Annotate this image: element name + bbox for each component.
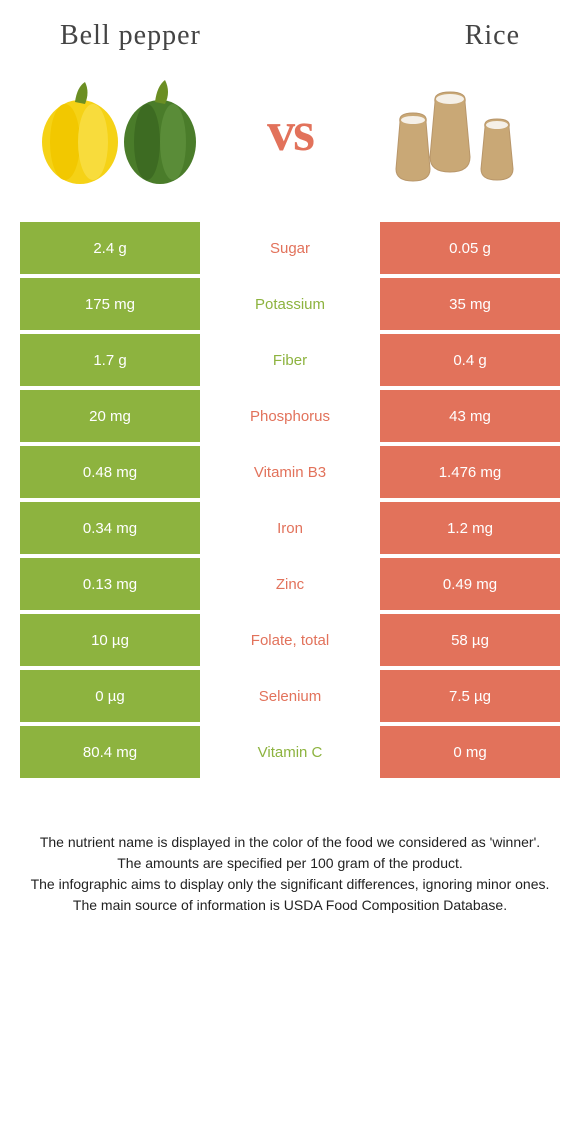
left-value: 1.7 g <box>20 334 200 386</box>
left-value: 0.13 mg <box>20 558 200 610</box>
right-food-title: Rice <box>465 20 520 52</box>
right-value: 7.5 µg <box>380 670 560 722</box>
comparison-table: 2.4 gSugar0.05 g175 mgPotassium35 mg1.7 … <box>0 222 580 778</box>
table-row: 0.13 mgZinc0.49 mg <box>20 558 560 610</box>
table-row: 20 mgPhosphorus43 mg <box>20 390 560 442</box>
table-row: 0 µgSelenium7.5 µg <box>20 670 560 722</box>
left-value: 0 µg <box>20 670 200 722</box>
rice-icon <box>370 72 550 192</box>
table-row: 2.4 gSugar0.05 g <box>20 222 560 274</box>
right-value: 35 mg <box>380 278 560 330</box>
nutrient-label: Sugar <box>200 222 380 274</box>
right-value: 58 µg <box>380 614 560 666</box>
footer-line: The amounts are specified per 100 gram o… <box>30 853 550 874</box>
header-row: Bell pepper Rice <box>0 0 580 62</box>
nutrient-label: Fiber <box>200 334 380 386</box>
table-row: 175 mgPotassium35 mg <box>20 278 560 330</box>
left-value: 80.4 mg <box>20 726 200 778</box>
left-value: 175 mg <box>20 278 200 330</box>
table-row: 80.4 mgVitamin C0 mg <box>20 726 560 778</box>
nutrient-label: Selenium <box>200 670 380 722</box>
nutrient-label: Zinc <box>200 558 380 610</box>
footer-line: The infographic aims to display only the… <box>30 874 550 895</box>
footer-line: The nutrient name is displayed in the co… <box>30 832 550 853</box>
table-row: 0.34 mgIron1.2 mg <box>20 502 560 554</box>
table-row: 0.48 mgVitamin B31.476 mg <box>20 446 560 498</box>
right-value: 0 mg <box>380 726 560 778</box>
nutrient-label: Potassium <box>200 278 380 330</box>
table-row: 10 µgFolate, total58 µg <box>20 614 560 666</box>
left-food-title: Bell pepper <box>60 20 201 52</box>
nutrient-label: Vitamin B3 <box>200 446 380 498</box>
vs-row: vs <box>0 62 580 222</box>
left-value: 2.4 g <box>20 222 200 274</box>
nutrient-label: Phosphorus <box>200 390 380 442</box>
nutrient-label: Folate, total <box>200 614 380 666</box>
right-value: 0.4 g <box>380 334 560 386</box>
right-value: 1.2 mg <box>380 502 560 554</box>
table-row: 1.7 gFiber0.4 g <box>20 334 560 386</box>
nutrient-label: Iron <box>200 502 380 554</box>
left-value: 0.34 mg <box>20 502 200 554</box>
left-value: 10 µg <box>20 614 200 666</box>
vs-label: vs <box>267 100 313 164</box>
bell-pepper-icon <box>30 72 210 192</box>
left-value: 20 mg <box>20 390 200 442</box>
left-value: 0.48 mg <box>20 446 200 498</box>
right-value: 0.49 mg <box>380 558 560 610</box>
footer-line: The main source of information is USDA F… <box>30 895 550 916</box>
right-value: 1.476 mg <box>380 446 560 498</box>
footer-notes: The nutrient name is displayed in the co… <box>0 782 580 936</box>
nutrient-label: Vitamin C <box>200 726 380 778</box>
right-value: 43 mg <box>380 390 560 442</box>
right-value: 0.05 g <box>380 222 560 274</box>
